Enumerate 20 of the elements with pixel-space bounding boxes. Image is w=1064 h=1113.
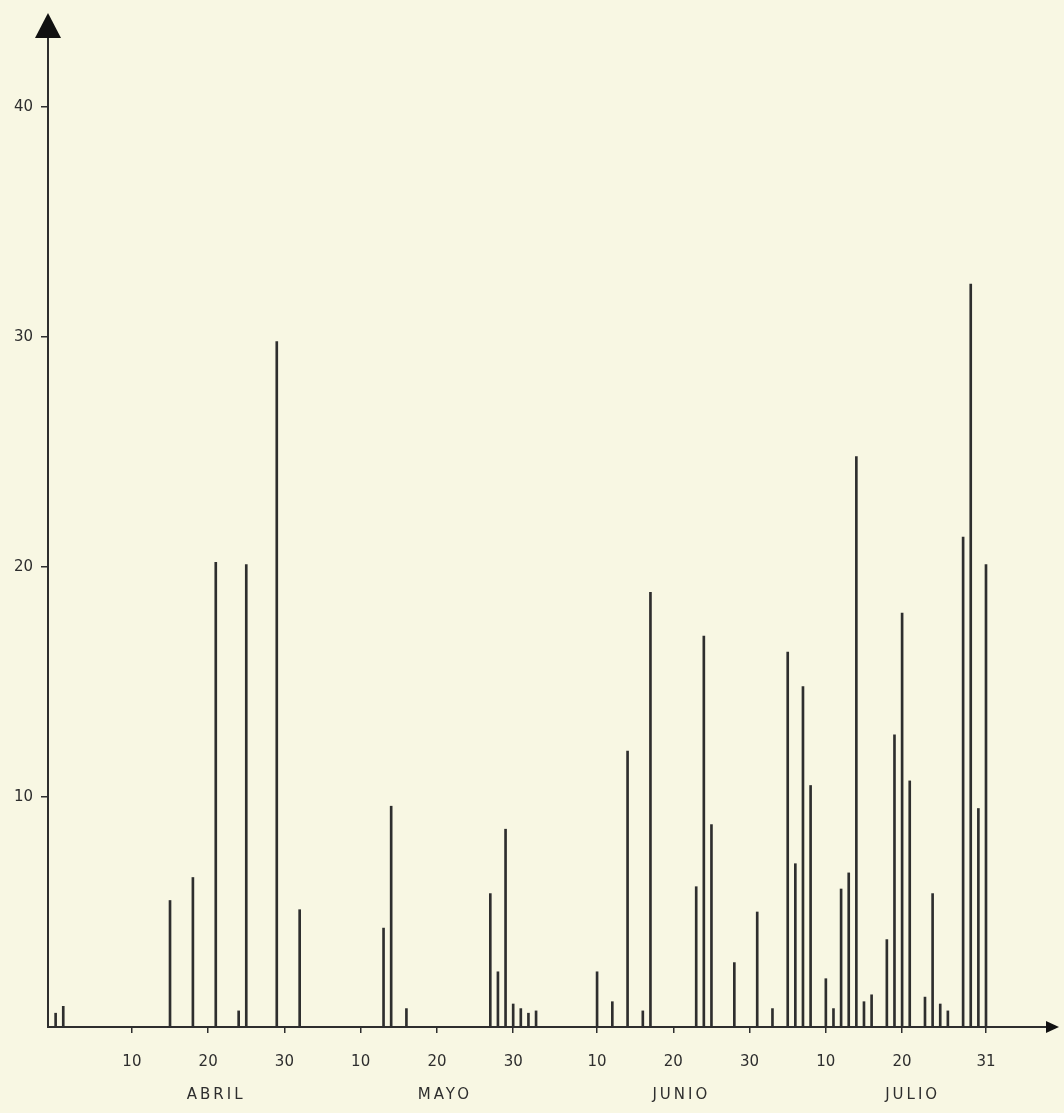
x-tick-label: 10 — [587, 1051, 607, 1070]
x-tick-label: 20 — [198, 1051, 218, 1070]
text: MAYO — [417, 1084, 473, 1103]
x-tick-label: 30 — [740, 1051, 760, 1070]
x-tick-label: 20 — [892, 1051, 912, 1070]
x-tick-label: 31 — [976, 1051, 996, 1070]
x-tick-label: 10 — [816, 1051, 836, 1070]
text: JULIO — [884, 1084, 941, 1103]
x-tick-label: 10 — [351, 1051, 371, 1070]
x-tick-label: 30 — [274, 1051, 294, 1070]
y-tick-label: 20 — [13, 556, 33, 575]
y-tick-label: 30 — [13, 326, 33, 345]
x-tick-label: 20 — [427, 1051, 447, 1070]
text: ABRIL — [186, 1084, 246, 1103]
x-tick-label: 30 — [503, 1051, 523, 1070]
y-tick-label: 10 — [13, 786, 33, 805]
x-tick-label: 10 — [122, 1051, 142, 1070]
text: JUNIO — [651, 1084, 711, 1103]
y-tick-label: 40 — [13, 96, 33, 115]
x-tick-label: 20 — [663, 1051, 683, 1070]
